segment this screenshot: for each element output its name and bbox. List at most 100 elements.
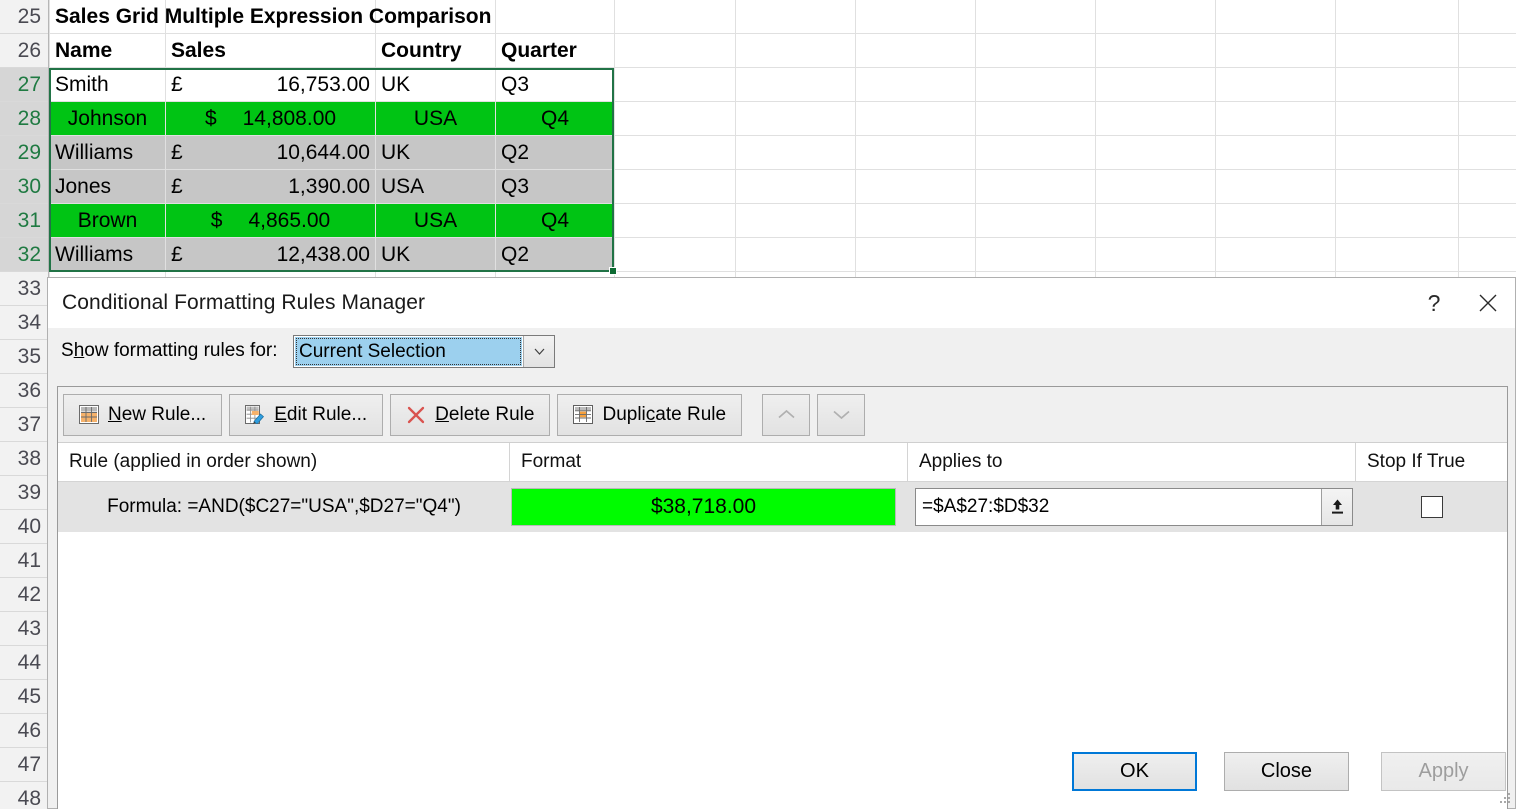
- question-mark-icon[interactable]: ?: [1407, 278, 1461, 328]
- sales-amount: 4,865.00: [248, 208, 331, 232]
- close-icon[interactable]: [1461, 278, 1515, 328]
- applies-to-input[interactable]: =$A$27:$D$32: [915, 488, 1353, 526]
- row-header-30[interactable]: 30: [0, 170, 48, 204]
- row-header-43[interactable]: 43: [0, 612, 48, 646]
- move-rule-down-button[interactable]: [817, 393, 866, 436]
- row-header-39[interactable]: 39: [0, 476, 48, 510]
- rules-panel: New Rule... Edit Rule...: [57, 386, 1508, 809]
- row-header-48[interactable]: 48: [0, 782, 48, 809]
- row-header-38[interactable]: 38: [0, 442, 48, 476]
- cell-country-28[interactable]: USA: [376, 102, 495, 135]
- chevron-down-icon[interactable]: [523, 336, 554, 367]
- row-header-31[interactable]: 31: [0, 204, 48, 238]
- row-header-37[interactable]: 37: [0, 408, 48, 442]
- row-header-42[interactable]: 42: [0, 578, 48, 612]
- delete-rule-button[interactable]: Delete Rule: [390, 393, 551, 436]
- cell-title[interactable]: Sales Grid Multiple Expression Compariso…: [55, 4, 492, 28]
- sales-amount: 10,644.00: [276, 140, 370, 164]
- row-header-47[interactable]: 47: [0, 748, 48, 782]
- table-row[interactable]: Formula: =AND($C27="USA",$D27="Q4") $38,…: [58, 482, 1507, 532]
- gridline-horizontal: [49, 237, 1516, 238]
- column-header-rule[interactable]: Rule (applied in order shown): [58, 443, 510, 481]
- row-header-32[interactable]: 32: [0, 238, 48, 272]
- close-button[interactable]: Close: [1224, 752, 1349, 791]
- cell-name-28[interactable]: Johnson: [50, 102, 165, 135]
- row-header-28[interactable]: 28: [0, 102, 48, 136]
- selection-fill-handle[interactable]: [609, 267, 617, 275]
- cell-header-quarter[interactable]: Quarter: [501, 38, 577, 62]
- cell-sales-27[interactable]: £16,753.00: [166, 68, 375, 101]
- gridline-horizontal: [49, 169, 1516, 170]
- currency-symbol: £: [171, 140, 183, 164]
- row-header-44[interactable]: 44: [0, 646, 48, 680]
- row-header-35[interactable]: 35: [0, 340, 48, 374]
- cell-country-32[interactable]: UK: [376, 238, 495, 271]
- rule-formula-text: Formula: =AND($C27="USA",$D27="Q4"): [107, 496, 461, 517]
- row-header-41[interactable]: 41: [0, 544, 48, 578]
- cell-quarter-28[interactable]: Q4: [496, 102, 614, 135]
- cell-name-32[interactable]: Williams: [50, 238, 165, 271]
- cell-country-31[interactable]: USA: [376, 204, 495, 237]
- row-header-34[interactable]: 34: [0, 306, 48, 340]
- grid-new-icon: [79, 405, 99, 424]
- applies-to-value: =$A$27:$D$32: [922, 496, 1050, 517]
- cell-country-29[interactable]: UK: [376, 136, 495, 169]
- cell-header-name[interactable]: Name: [55, 38, 113, 62]
- row-header-25[interactable]: 25: [0, 0, 48, 34]
- collapse-dialog-icon[interactable]: [1321, 489, 1352, 525]
- row-header-45[interactable]: 45: [0, 680, 48, 714]
- sales-amount: 12,438.00: [276, 242, 370, 266]
- cell-sales-29[interactable]: £10,644.00: [166, 136, 375, 169]
- apply-button[interactable]: Apply: [1381, 752, 1506, 791]
- scope-dropdown-value: Current Selection: [295, 337, 522, 366]
- currency-symbol: £: [171, 242, 183, 266]
- cell-quarter-29[interactable]: Q2: [496, 136, 614, 169]
- cell-quarter-32[interactable]: Q2: [496, 238, 614, 271]
- cell-sales-28[interactable]: $14,808.00: [166, 102, 375, 135]
- cell-name-30[interactable]: Jones: [50, 170, 165, 203]
- cell-country-27[interactable]: UK: [381, 72, 411, 96]
- dialog-title: Conditional Formatting Rules Manager: [62, 291, 426, 314]
- resize-grip-icon[interactable]: [1499, 792, 1511, 804]
- stop-if-true-cell: [1356, 482, 1507, 532]
- dialog-footer: OK Close Apply: [48, 742, 1515, 808]
- row-header-26[interactable]: 26: [0, 34, 48, 68]
- ok-button[interactable]: OK: [1072, 752, 1197, 791]
- row-header-46[interactable]: 46: [0, 714, 48, 748]
- row-header-40[interactable]: 40: [0, 510, 48, 544]
- row-header-29[interactable]: 29: [0, 136, 48, 170]
- cell-country-30[interactable]: USA: [376, 170, 495, 203]
- cell-name-27[interactable]: Smith: [55, 72, 109, 96]
- row-header-33[interactable]: 33: [0, 272, 48, 306]
- cell-name-31[interactable]: Brown: [50, 204, 165, 237]
- stop-if-true-checkbox[interactable]: [1420, 496, 1443, 518]
- cell-quarter-30[interactable]: Q3: [496, 170, 614, 203]
- duplicate-rule-button[interactable]: Duplicate Rule: [557, 393, 743, 436]
- grid-duplicate-icon: [573, 405, 594, 424]
- duplicate-rule-label: Duplicate Rule: [602, 403, 727, 425]
- cell-name-29[interactable]: Williams: [50, 136, 165, 169]
- cell-sales-30[interactable]: £1,390.00: [166, 170, 375, 203]
- rule-format-preview[interactable]: $38,718.00: [511, 488, 896, 526]
- cell-header-sales[interactable]: Sales: [171, 38, 226, 62]
- move-rule-up-button[interactable]: [762, 393, 811, 436]
- cell-quarter-31[interactable]: Q4: [496, 204, 614, 237]
- scope-dropdown[interactable]: Current Selection: [293, 335, 555, 368]
- show-formatting-rules-label: Show formatting rules for:: [61, 340, 278, 361]
- new-rule-button[interactable]: New Rule...: [63, 393, 223, 436]
- currency-symbol: £: [171, 72, 183, 96]
- row-header-36[interactable]: 36: [0, 374, 48, 408]
- edit-rule-button[interactable]: Edit Rule...: [229, 393, 384, 436]
- cell-header-country[interactable]: Country: [381, 38, 462, 62]
- row-header-27[interactable]: 27: [0, 68, 48, 102]
- cell-sales-32[interactable]: £12,438.00: [166, 238, 375, 271]
- column-header-stop-if-true[interactable]: Stop If True: [1356, 443, 1507, 481]
- cell-quarter-27[interactable]: Q3: [501, 72, 530, 96]
- cell-sales-31[interactable]: $4,865.00: [166, 204, 375, 237]
- column-header-format[interactable]: Format: [510, 443, 908, 481]
- delete-rule-label: Delete Rule: [435, 403, 535, 425]
- rules-toolbar: New Rule... Edit Rule...: [58, 387, 1507, 443]
- column-header-applies-to[interactable]: Applies to: [908, 443, 1356, 481]
- gridline-horizontal: [49, 67, 1516, 68]
- column-header-divider: [58, 481, 1507, 482]
